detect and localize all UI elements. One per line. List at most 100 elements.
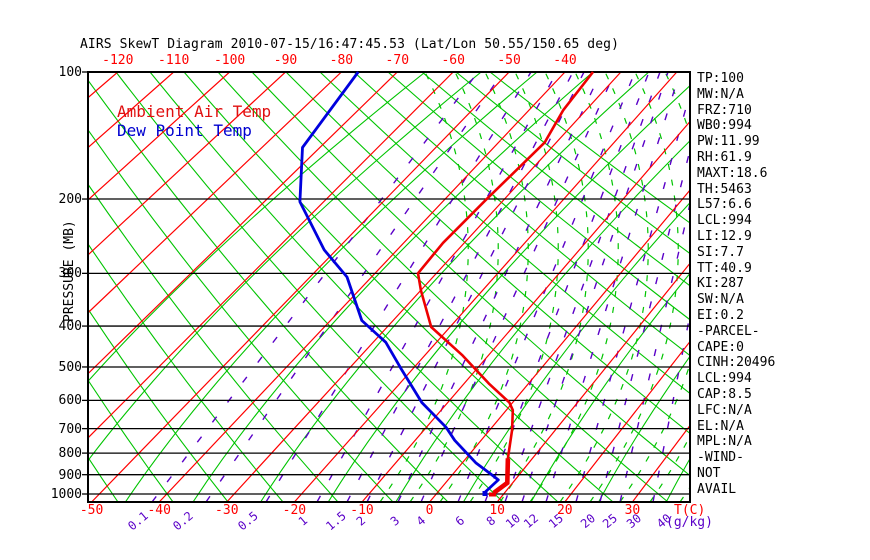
mixing-ratio-line: [457, 72, 636, 502]
moist-adiabat-line: [529, 72, 619, 502]
bottom-axis-label: -30: [215, 503, 239, 518]
green-isotherm-line: [327, 84, 690, 502]
dry-adiabat-line: [88, 79, 449, 502]
pressure-tick-label: 1000: [50, 487, 82, 502]
top-axis-label: -50: [497, 53, 521, 68]
annotation-line: LI:12.9: [697, 228, 752, 244]
dry-adiabat-line: [353, 72, 690, 357]
dry-adiabat-line: [88, 308, 229, 502]
mixing-ratio-line: [366, 72, 585, 502]
dry-adiabat-line: [387, 72, 690, 321]
isotherm-line: [88, 72, 454, 439]
moist-adiabat-line: [619, 72, 690, 502]
annotation-line: CINH:20496: [697, 355, 776, 371]
isotherm-line: [496, 262, 690, 502]
isotherm-line: [564, 340, 690, 502]
annotation-line: SW:N/A: [697, 292, 744, 308]
moist-adiabat-line: [589, 72, 679, 502]
moist-adiabat-line: [800, 72, 870, 502]
annotation-line: TH:5463: [697, 181, 752, 197]
mixing-axis-unit-label: (g/kg): [666, 515, 713, 530]
isotherm-line: [88, 72, 231, 201]
mixing-ratio-line: [265, 72, 532, 502]
bottom-axis-label: 0: [425, 503, 434, 518]
mixing-ratio-line: [397, 72, 602, 502]
isotherm-line: [361, 120, 690, 502]
annotation-line: -WIND-: [697, 450, 744, 466]
green-isotherm-line: [395, 140, 690, 502]
bottom-axis-label: -10: [350, 503, 374, 518]
dry-adiabat-line: [217, 72, 669, 502]
isotherm-line: [158, 72, 566, 502]
mixing-ratio-line: [504, 72, 661, 502]
isotherm-line: [91, 72, 510, 502]
isotherm-line: [88, 72, 398, 375]
bottom-axis-label: 20: [556, 503, 573, 518]
annotation-line: MAXT:18.6: [697, 165, 768, 181]
annotation-line: MW:N/A: [697, 86, 744, 102]
isotherm-line: [293, 72, 678, 502]
annotation-line: LCL:994: [697, 371, 752, 387]
isotherm-line: [88, 72, 286, 256]
annotation-line: AVAIL: [697, 481, 737, 497]
top-axis-label: -80: [329, 53, 354, 68]
annotation-line: CAPE:0: [697, 339, 744, 355]
dry-adiabat-line: [88, 183, 339, 502]
dry-adiabat-line: [0, 72, 63, 502]
moist-adiabat-line: [499, 72, 589, 502]
annotation-line: MPL:N/A: [697, 434, 752, 450]
top-axis-label: -100: [213, 53, 246, 68]
isotherm-line: [631, 424, 690, 502]
annotation-line: TP:100: [697, 71, 744, 86]
dry-adiabat-line: [251, 72, 690, 477]
top-axis-label: -60: [441, 53, 465, 68]
dry-adiabat-line: [455, 72, 690, 255]
annotation-line: TT:40.9: [697, 260, 752, 276]
legend-ambient-air-temp: Ambient Air Temp: [117, 102, 272, 121]
temperature-end-marker: [489, 492, 496, 497]
chart-title: AIRS SkewT Diagram 2010-07-15/16:47:45.5…: [80, 37, 620, 52]
moist-adiabat-line: [409, 72, 499, 502]
green-isotherm-line: [598, 355, 690, 502]
moist-adiabat-line: [830, 72, 870, 502]
dry-adiabat-line: [319, 72, 690, 395]
pressure-tick-label: 500: [58, 359, 82, 375]
top-axis-label: -120: [102, 53, 134, 68]
mixing-ratio-line: [346, 72, 574, 502]
top-axis-label: -70: [385, 53, 410, 68]
moist-adiabat-line: [649, 434, 690, 502]
dry-adiabat-line: [115, 72, 504, 502]
annotation-line: PW:11.99: [697, 134, 760, 150]
dry-adiabat-line: [88, 242, 284, 502]
dry-adiabat-line: [183, 72, 614, 502]
temp-axis-unit-label: T(C): [674, 503, 706, 518]
dry-adiabat-line: [421, 72, 690, 287]
temperature-profile: [416, 71, 595, 494]
mixing-ratio-line: [420, 72, 616, 502]
dry-adiabat-line: [489, 72, 690, 224]
top-axis-label: -110: [158, 53, 190, 68]
annotation-line: L57:6.6: [697, 197, 752, 213]
pressure-lines-group: [82, 71, 690, 495]
annotation-line: LFC:N/A: [697, 402, 752, 418]
dewpoint-profile: [298, 71, 500, 494]
moist-adiabat-line: [770, 72, 858, 502]
mixing-ratio-lines-group: [151, 72, 690, 502]
isotherm-line: [88, 72, 175, 149]
bottom-axis-label: -20: [282, 503, 307, 518]
top-axis-label: -40: [553, 53, 577, 68]
isotherms-group: [88, 72, 690, 502]
pressure-tick-label: 700: [58, 421, 82, 437]
grid-lines-group: [0, 72, 870, 502]
dry-adiabat-line: [149, 72, 559, 502]
isotherm-line: [429, 189, 690, 502]
green-isotherm-line: [124, 72, 538, 502]
isotherm-line: [88, 72, 342, 314]
mixing-ratio-line: [545, 72, 681, 502]
annotation-line: SI:7.7: [697, 244, 744, 260]
pressure-tick-label: 800: [58, 446, 82, 462]
green-isotherm-line: [88, 72, 426, 383]
dry-adiabat-line: [88, 129, 394, 502]
bottom-axis-label: 10: [489, 503, 506, 518]
